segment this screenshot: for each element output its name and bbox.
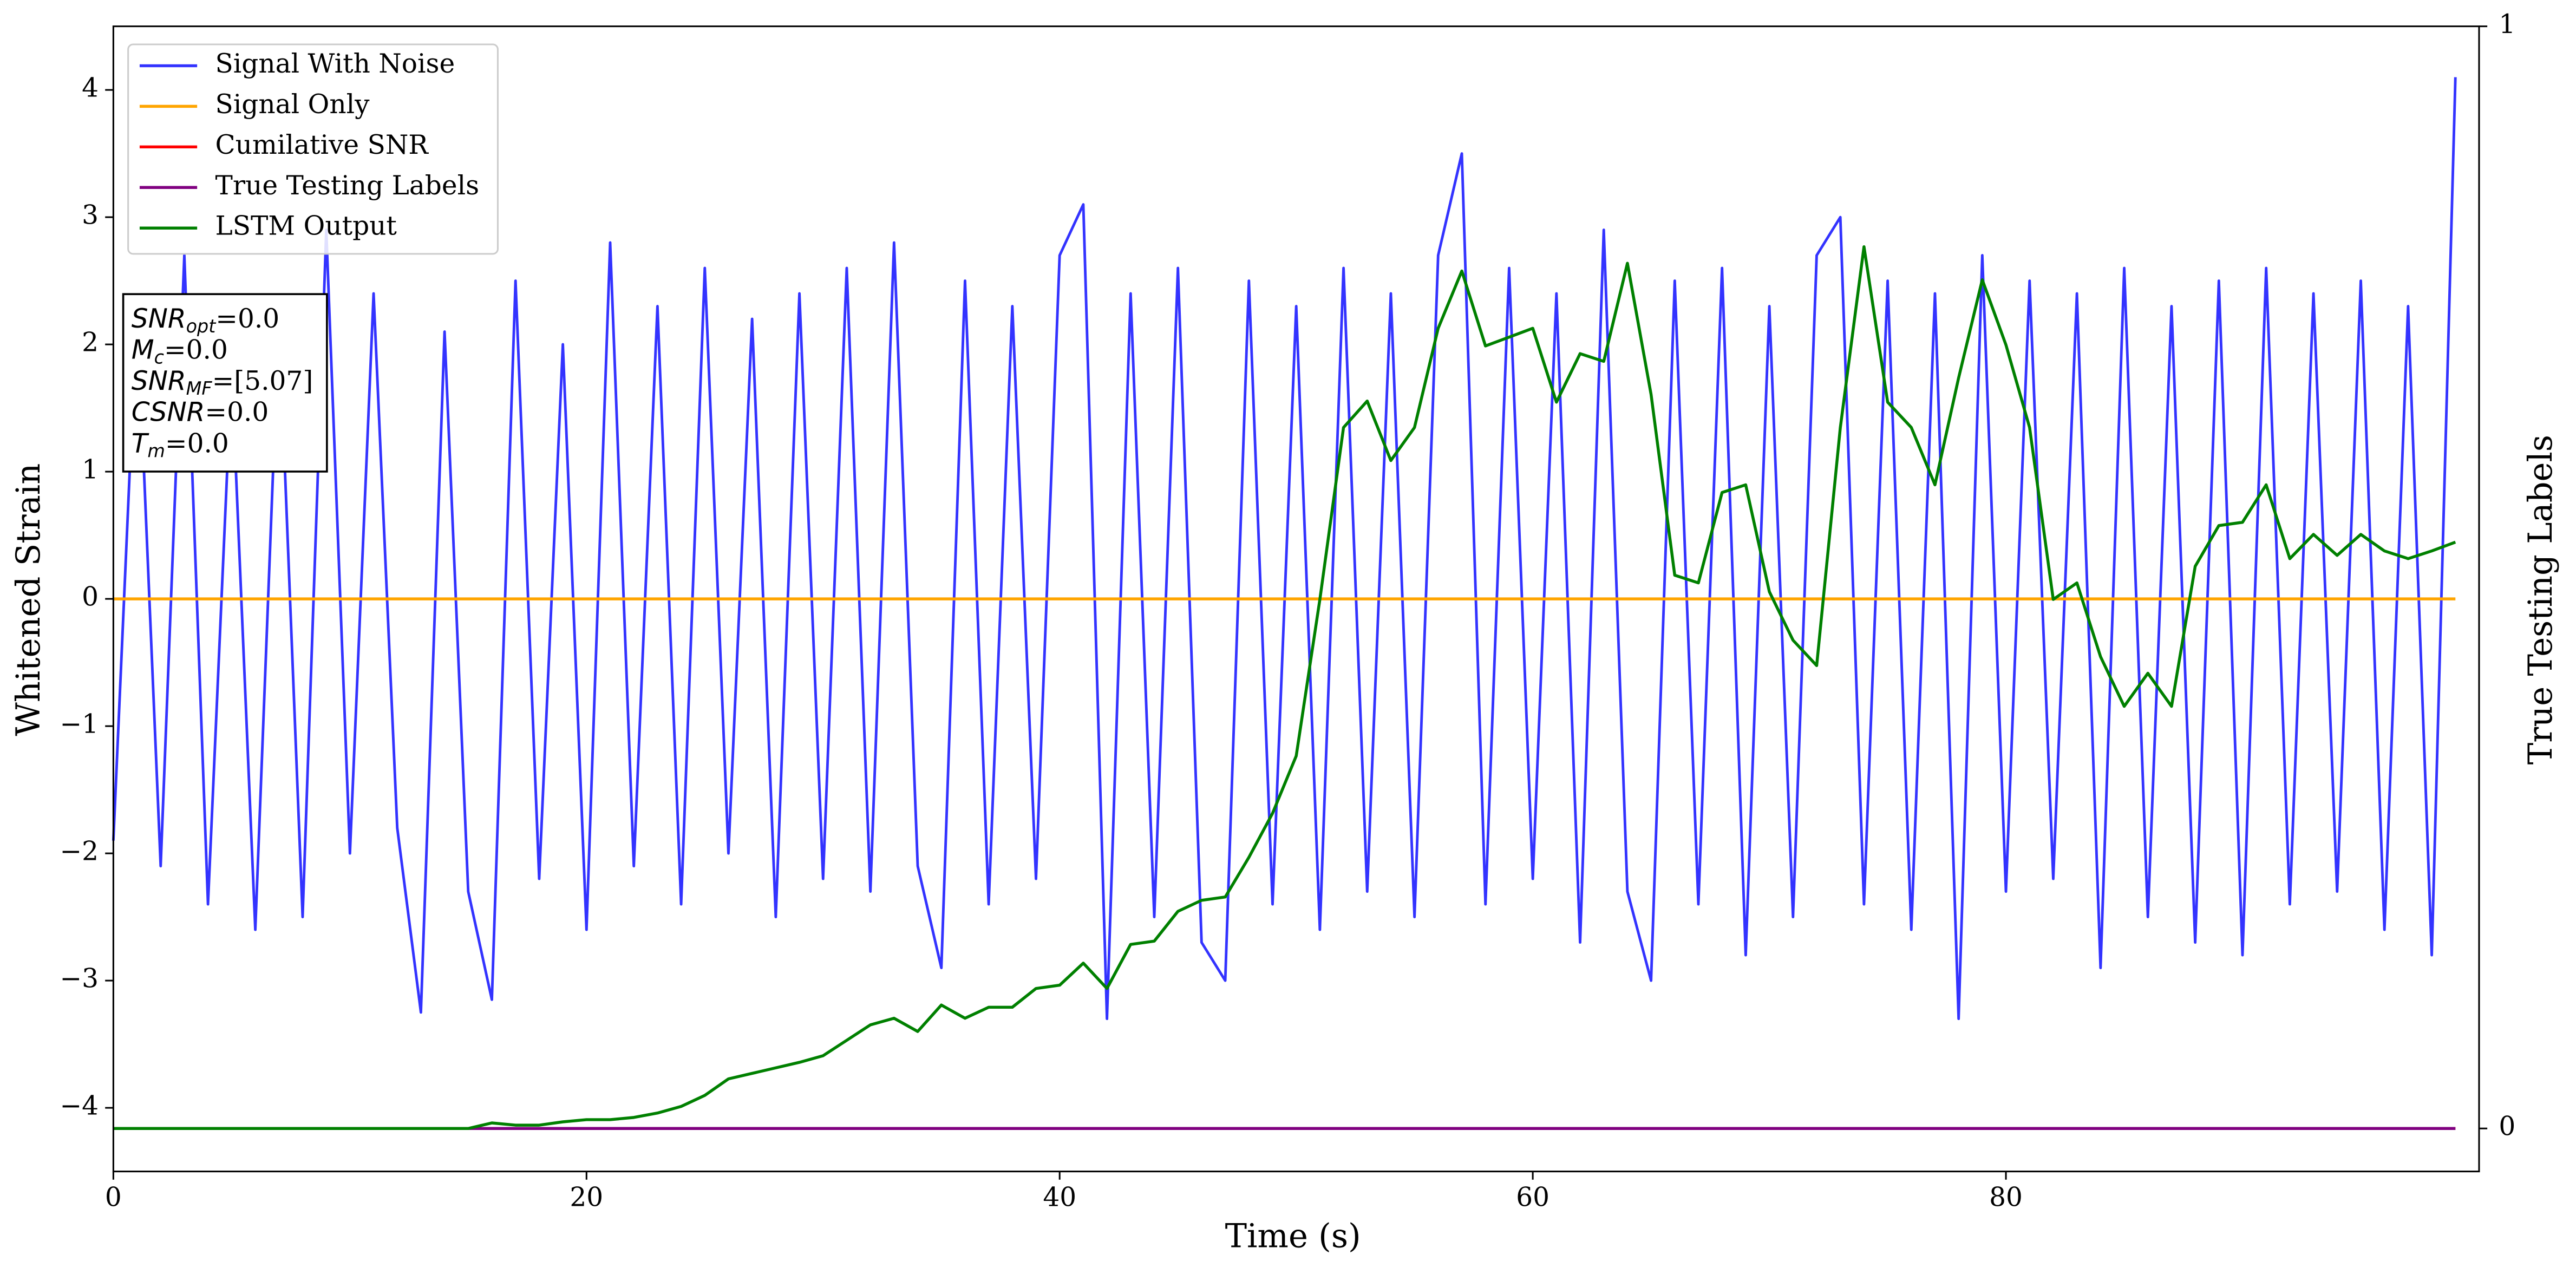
annotation: Mc=0.0 — [132, 335, 228, 368]
annotation-value: =[5.07] — [212, 366, 313, 396]
annotation: CSNR=0.0 — [132, 397, 269, 428]
legend-label: Signal Only — [215, 89, 370, 120]
y-tick-label: −3 — [60, 964, 99, 994]
y-tick-label: 4 — [82, 73, 99, 103]
y-tick-label: −1 — [60, 709, 99, 740]
legend-label: Signal With Noise — [215, 49, 455, 79]
y2-axis-label: True Testing Labels — [2522, 435, 2560, 765]
annotation-subscript: opt — [186, 315, 217, 336]
annotation: SNRMF=[5.07] — [132, 366, 313, 399]
annotation-symbol: CSNR — [132, 397, 205, 428]
y-tick-label: −2 — [60, 837, 99, 867]
y2-tick-label: 1 — [2499, 9, 2515, 40]
legend-label: LSTM Output — [215, 211, 397, 241]
annotation-subscript: c — [154, 347, 164, 368]
y2-tick-label: 0 — [2499, 1112, 2515, 1142]
legend-label: True Testing Labels — [215, 171, 480, 201]
annotation-box — [122, 293, 328, 473]
annotation-symbol: T — [132, 428, 149, 459]
annotation-subscript: m — [147, 440, 165, 461]
series-line — [113, 245, 2456, 1130]
x-tick-label: 0 — [105, 1182, 122, 1213]
y-tick-label: 3 — [82, 200, 99, 231]
annotation-symbol: SNR — [132, 304, 186, 334]
legend-label: Cumilative SNR — [215, 130, 429, 160]
annotation-value: =0.0 — [164, 335, 228, 365]
annotation-symbol: SNR — [132, 366, 186, 396]
legend-box — [127, 43, 499, 255]
annotation-value: =0.0 — [205, 397, 269, 427]
annotation: SNRopt=0.0 — [132, 303, 279, 336]
y-tick-label: −4 — [60, 1091, 99, 1121]
y-axis-label: Whitened Strain — [10, 463, 48, 736]
annotation-subscript: MF — [186, 378, 213, 399]
y-tick-label: 1 — [82, 455, 99, 485]
x-axis-label: Time (s) — [1225, 1218, 1361, 1256]
annotation-symbol: M — [132, 335, 154, 365]
x-tick-label: 80 — [1989, 1182, 2023, 1213]
x-tick-label: 40 — [1043, 1182, 1076, 1213]
x-tick-label: 20 — [570, 1182, 603, 1213]
series-line — [112, 77, 2457, 1021]
y-tick-label: 2 — [82, 328, 99, 358]
y-tick-label: 0 — [82, 582, 99, 612]
annotation-value: =0.0 — [215, 303, 279, 334]
x-tick-label: 60 — [1516, 1182, 1549, 1213]
annotation-value: =0.0 — [165, 428, 229, 459]
annotation: Tm=0.0 — [132, 428, 229, 461]
